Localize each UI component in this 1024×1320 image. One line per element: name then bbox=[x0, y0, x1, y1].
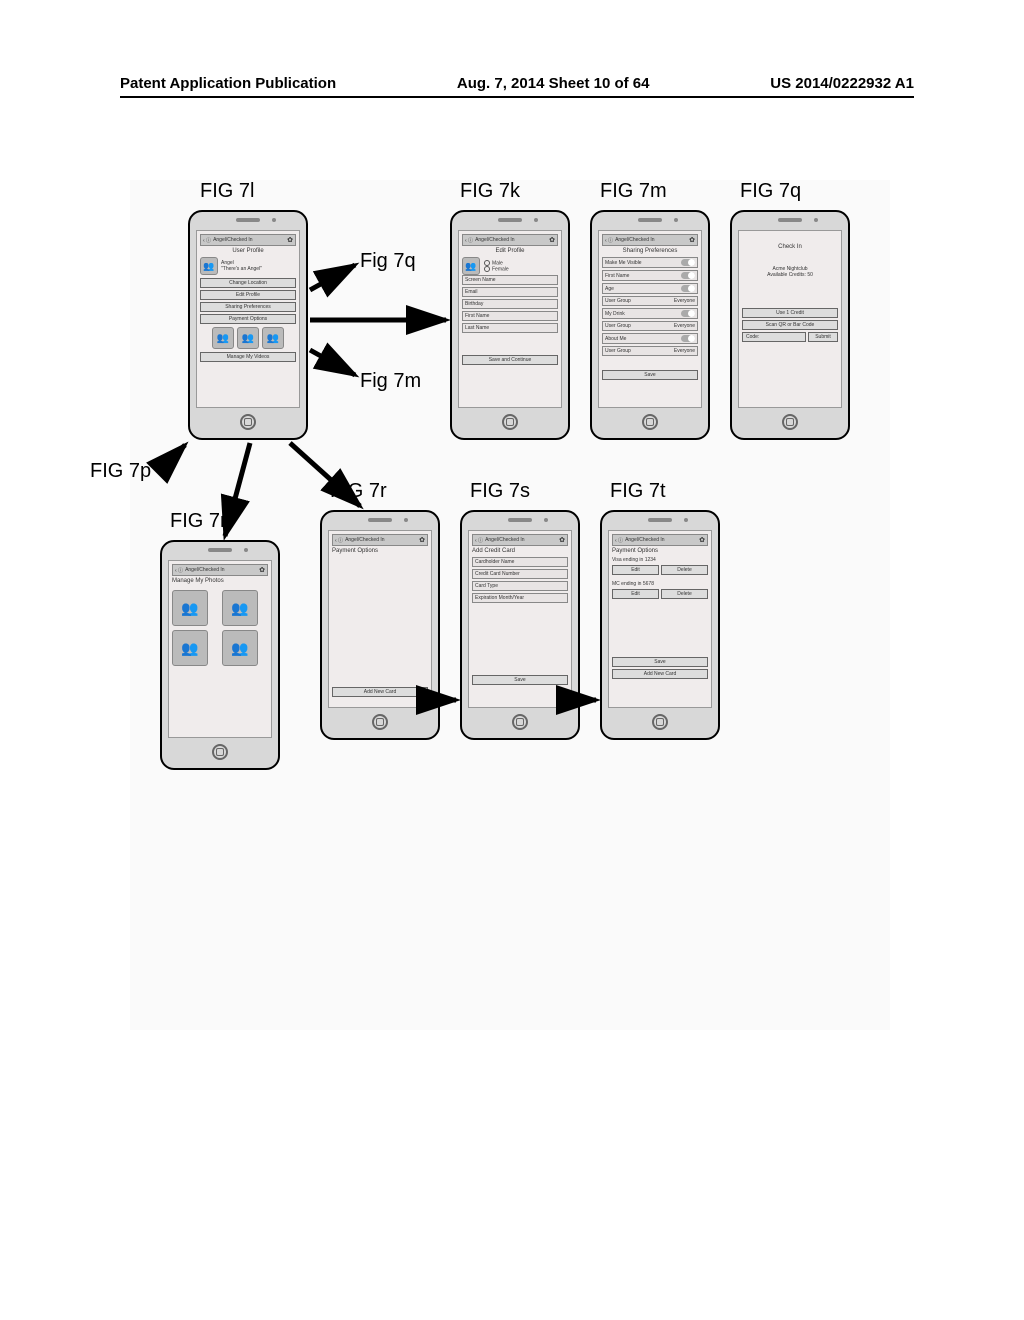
use-credit-button[interactable]: Use 1 Credit bbox=[742, 308, 838, 318]
home-button[interactable] bbox=[212, 744, 228, 760]
first-name-input[interactable]: First Name bbox=[462, 311, 558, 321]
phone-7r: ‹ ⓘ Angel/Checked In✿ Payment Options Ad… bbox=[320, 510, 440, 740]
home-button[interactable] bbox=[502, 414, 518, 430]
page-header: Patent Application Publication Aug. 7, 2… bbox=[120, 75, 914, 98]
phone-7n: ‹ ⓘ Angel/Checked In✿ Manage My Photos 👥… bbox=[160, 540, 280, 770]
thumb-icon: 👥 bbox=[262, 327, 284, 349]
diagram-area: FIG 7l FIG 7k FIG 7m FIG 7q ‹ ⓘ Angel/Ch… bbox=[130, 180, 890, 1030]
gear-icon[interactable]: ✿ bbox=[549, 236, 555, 244]
phone-7m: ‹ ⓘ Angel/Checked In✿ Sharing Preference… bbox=[590, 210, 710, 440]
label-fig7r: FIG 7r bbox=[330, 480, 387, 503]
submit-button[interactable]: Submit bbox=[808, 332, 838, 342]
gear-icon[interactable]: ✿ bbox=[259, 566, 265, 574]
phone-7l: ‹ ⓘ Angel/Checked In✿ User Profile 👥 Ang… bbox=[188, 210, 308, 440]
label-fig7p: FIG 7p bbox=[90, 460, 151, 483]
gear-icon[interactable]: ✿ bbox=[559, 536, 565, 544]
save-button[interactable]: Save bbox=[612, 657, 708, 667]
label-fig7k: FIG 7k bbox=[460, 180, 520, 203]
delete-button[interactable]: Delete bbox=[661, 565, 708, 575]
photo-thumb[interactable]: 👥 bbox=[172, 630, 208, 666]
last-name-input[interactable]: Last Name bbox=[462, 323, 558, 333]
home-button[interactable] bbox=[512, 714, 528, 730]
photo-thumb[interactable]: 👥 bbox=[222, 590, 258, 626]
toggle[interactable] bbox=[681, 272, 695, 279]
scan-button[interactable]: Scan QR or Bar Code bbox=[742, 320, 838, 330]
edit-button[interactable]: Edit bbox=[612, 565, 659, 575]
edit-profile-button[interactable]: Edit Profile bbox=[200, 290, 296, 300]
gear-icon[interactable]: ✿ bbox=[419, 536, 425, 544]
phone-7q: Check In Acme Nightclub Available Credit… bbox=[730, 210, 850, 440]
email-input[interactable]: Email bbox=[462, 287, 558, 297]
label-fig7m: FIG 7m bbox=[600, 180, 667, 203]
home-button[interactable] bbox=[642, 414, 658, 430]
label-fig7l: FIG 7l bbox=[200, 180, 254, 203]
code-input[interactable]: Code: bbox=[742, 332, 806, 342]
change-location-button[interactable]: Change Location bbox=[200, 278, 296, 288]
thumb-icon: 👥 bbox=[212, 327, 234, 349]
label-fig7q-ref: Fig 7q bbox=[360, 250, 416, 273]
save-continue-button[interactable]: Save and Continue bbox=[462, 355, 558, 365]
phone-7s: ‹ ⓘ Angel/Checked In✿ Add Credit Card Ca… bbox=[460, 510, 580, 740]
label-fig7q: FIG 7q bbox=[740, 180, 801, 203]
header-left: Patent Application Publication bbox=[120, 75, 336, 92]
home-button[interactable] bbox=[782, 414, 798, 430]
manage-button[interactable]: Manage My Videos bbox=[200, 352, 296, 362]
phone-7k: ‹ ⓘ Angel/Checked In✿ Edit Profile 👥 Mal… bbox=[450, 210, 570, 440]
cardholder-input[interactable]: Cardholder Name bbox=[472, 557, 568, 567]
save-button[interactable]: Save bbox=[602, 370, 698, 380]
save-button[interactable]: Save bbox=[472, 675, 568, 685]
delete-button[interactable]: Delete bbox=[661, 589, 708, 599]
payment-button[interactable]: Payment Options bbox=[200, 314, 296, 324]
card-number-input[interactable]: Credit Card Number bbox=[472, 569, 568, 579]
screen-name-input[interactable]: Screen Name bbox=[462, 275, 558, 285]
home-button[interactable] bbox=[240, 414, 256, 430]
home-button[interactable] bbox=[372, 714, 388, 730]
gear-icon[interactable]: ✿ bbox=[699, 536, 705, 544]
thumb-icon: 👥 bbox=[237, 327, 259, 349]
toggle[interactable] bbox=[681, 259, 695, 266]
gear-icon[interactable]: ✿ bbox=[689, 236, 695, 244]
toggle[interactable] bbox=[681, 335, 695, 342]
label-fig7s: FIG 7s bbox=[470, 480, 530, 503]
home-button[interactable] bbox=[652, 714, 668, 730]
phone-7t: ‹ ⓘ Angel/Checked In✿ Payment Options Vi… bbox=[600, 510, 720, 740]
header-right: US 2014/0222932 A1 bbox=[770, 75, 914, 92]
birthday-input[interactable]: Birthday bbox=[462, 299, 558, 309]
toggle[interactable] bbox=[681, 285, 695, 292]
label-fig7n: FIG 7n bbox=[170, 510, 231, 533]
label-fig7m-ref: Fig 7m bbox=[360, 370, 421, 393]
card-type-input[interactable]: Card Type bbox=[472, 581, 568, 591]
edit-button[interactable]: Edit bbox=[612, 589, 659, 599]
status-bar: ‹ ⓘ Angel/Checked In✿ bbox=[200, 234, 296, 246]
header-center: Aug. 7, 2014 Sheet 10 of 64 bbox=[457, 75, 650, 92]
avatar-icon: 👥 bbox=[462, 257, 480, 275]
add-card-button[interactable]: Add New Card bbox=[612, 669, 708, 679]
expiration-input[interactable]: Expiration Month/Year bbox=[472, 593, 568, 603]
photo-thumb[interactable]: 👥 bbox=[172, 590, 208, 626]
sharing-button[interactable]: Sharing Preferences bbox=[200, 302, 296, 312]
avatar-icon: 👥 bbox=[200, 257, 218, 275]
label-fig7t: FIG 7t bbox=[610, 480, 666, 503]
gear-icon[interactable]: ✿ bbox=[287, 236, 293, 244]
photo-thumb[interactable]: 👥 bbox=[222, 630, 258, 666]
add-card-button[interactable]: Add New Card bbox=[332, 687, 428, 697]
toggle[interactable] bbox=[681, 310, 695, 317]
